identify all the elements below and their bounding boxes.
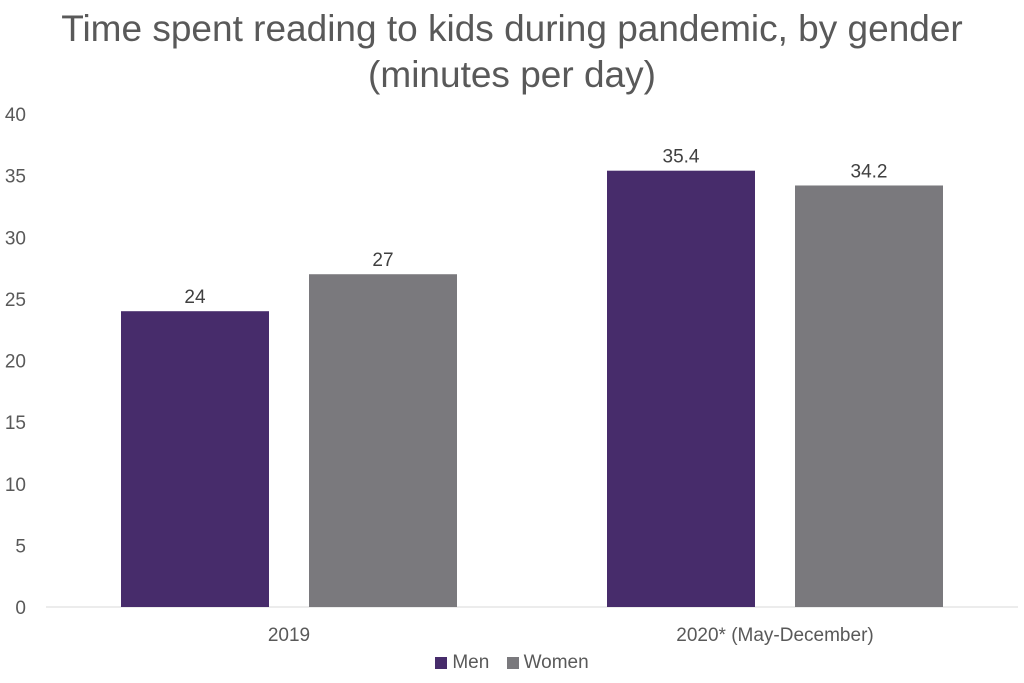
data-label-men-0: 24: [184, 287, 206, 308]
bar-women-0: [309, 274, 457, 607]
bar-men-0: [121, 311, 269, 607]
bar-women-1: [795, 185, 943, 608]
data-label-men-1: 35.4: [663, 147, 700, 168]
y-tick-label-1: 5: [15, 536, 26, 557]
legend-swatch-women: [506, 657, 519, 669]
y-tick-label-5: 25: [5, 290, 26, 311]
data-label-women-0: 27: [372, 250, 393, 271]
y-tick-label-6: 30: [5, 228, 26, 249]
data-label-women-1: 34.2: [851, 161, 888, 182]
data-labels: 24 27 35.4 34.2: [184, 147, 887, 309]
legend-item-women: Women: [506, 652, 589, 674]
y-tick-label-3: 15: [5, 413, 26, 434]
category-labels: 2019 2020* (May-December): [268, 625, 874, 646]
legend-swatch-men: [435, 657, 448, 669]
y-axis-ticks: 0 5 10 15 20 25 30 35 40: [5, 105, 26, 619]
y-tick-label-8: 40: [5, 105, 26, 126]
y-tick-label-4: 20: [5, 352, 26, 373]
y-tick-label-7: 35: [5, 167, 26, 188]
bar-men-1: [607, 170, 755, 607]
category-label-0: 2019: [268, 625, 310, 646]
chart-title: Time spent reading to kids during pandem…: [61, 8, 963, 95]
category-label-1: 2020* (May-December): [676, 625, 873, 646]
legend-label-women: Women: [523, 652, 589, 673]
legend: Men Women: [0, 652, 1024, 675]
y-tick-label-0: 0: [15, 598, 26, 619]
bars: [121, 170, 943, 608]
legend-item-men: Men: [435, 652, 489, 674]
y-tick-label-2: 10: [5, 475, 26, 496]
legend-label-men: Men: [452, 652, 490, 673]
